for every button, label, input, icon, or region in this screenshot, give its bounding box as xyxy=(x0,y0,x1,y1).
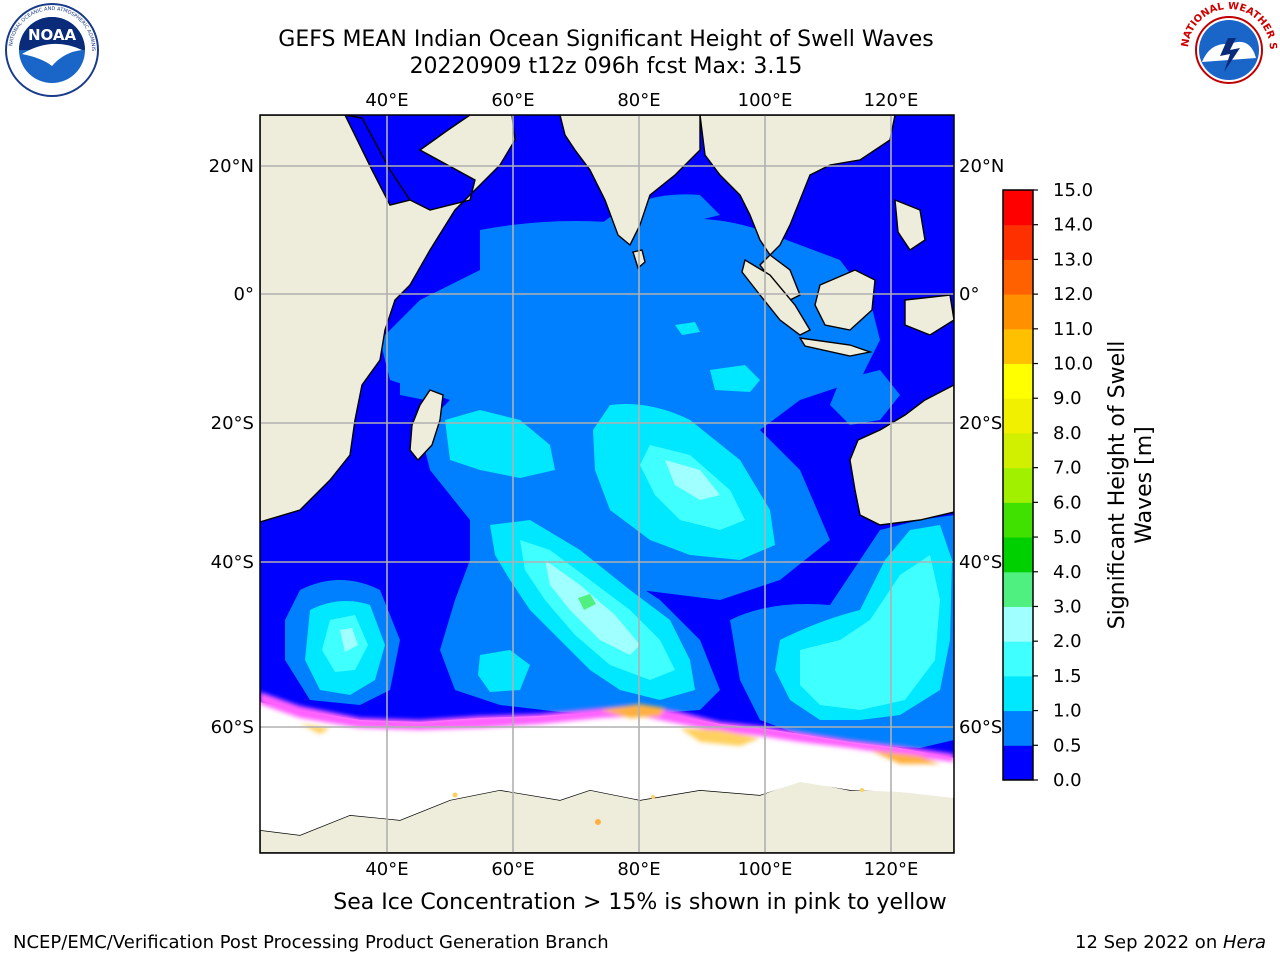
colorbar-swatch xyxy=(1003,224,1033,260)
lon-label-top: 60°E xyxy=(491,90,534,111)
lon-label-bottom: 60°E xyxy=(491,859,534,880)
map-area xyxy=(260,115,954,853)
colorbar-swatch xyxy=(1003,675,1033,712)
noaa-logo-text: NOAA xyxy=(28,26,77,44)
lat-label-left: 20°S xyxy=(211,413,254,434)
colorbar-swatch xyxy=(1003,190,1033,226)
lon-label-bottom: 40°E xyxy=(365,859,408,880)
lon-label-top: 120°E xyxy=(864,90,919,111)
footer-credit: NCEP/EMC/Verification Post Processing Pr… xyxy=(13,932,609,953)
colorbar-swatch xyxy=(1003,571,1033,607)
colorbar-tick-label: 4.0 xyxy=(1053,562,1082,583)
colorbar-tick-label: 1.0 xyxy=(1053,701,1082,722)
colorbar-swatch xyxy=(1003,259,1033,295)
graticule xyxy=(260,115,954,853)
colorbar-tick-label: 11.0 xyxy=(1053,319,1093,340)
lat-label-left: 40°S xyxy=(211,552,254,573)
colorbar-swatch xyxy=(1003,710,1033,746)
swell-band-2.0-3.0 xyxy=(340,460,720,655)
colorbar-tick-label: 12.0 xyxy=(1053,284,1093,305)
colorbar-tick-label: 1.5 xyxy=(1053,666,1082,687)
footer-date-text: 12 Sep 2022 on xyxy=(1075,932,1223,953)
lon-label-top: 80°E xyxy=(617,90,660,111)
colorbar-tick-label: 0.0 xyxy=(1053,770,1082,791)
colorbar: 0.0 0.5 1.0 1.5 2.0 3.0 4.0 5.0 6.0 7.0 8.0 9.0 10.0… xyxy=(1002,180,1093,791)
colorbar-tick-label: 5.0 xyxy=(1053,527,1082,548)
colorbar-label-line1: Significant Height of Swell xyxy=(1105,341,1130,630)
colorbar-swatch xyxy=(1003,745,1033,781)
lat-label-right: 20°S xyxy=(959,413,1002,434)
nws-logo: NATIONAL WEATHER SERVICE xyxy=(1180,2,1278,96)
footer-date: 12 Sep 2022 on Hera xyxy=(1075,932,1266,953)
lat-label-right: 0° xyxy=(959,284,979,305)
lat-label-right: 20°N xyxy=(959,156,1004,177)
map-subtitle: 20220909 t12z 096h fcst Max: 3.15 xyxy=(409,54,803,79)
colorbar-frame xyxy=(1002,189,1034,781)
footer-host: Hera xyxy=(1222,932,1266,953)
lon-label-top: 40°E xyxy=(365,90,408,111)
colorbar-tick-label: 0.5 xyxy=(1053,735,1082,756)
map-title: GEFS MEAN Indian Ocean Significant Heigh… xyxy=(278,27,934,52)
colorbar-swatch xyxy=(1003,641,1033,677)
colorbar-swatch xyxy=(1003,398,1033,434)
colorbar-tick-label: 14.0 xyxy=(1053,215,1093,236)
lon-label-bottom: 80°E xyxy=(617,859,660,880)
colorbar-tick-label: 10.0 xyxy=(1053,354,1093,375)
lat-label-left: 60°S xyxy=(211,717,254,738)
colorbar-tick-label: 8.0 xyxy=(1053,423,1082,444)
lon-label-bottom: 120°E xyxy=(864,859,919,880)
colorbar-swatch xyxy=(1003,328,1033,365)
colorbar-tick-label: 6.0 xyxy=(1053,492,1082,513)
colorbar-swatch xyxy=(1003,537,1033,573)
lon-label-top: 100°E xyxy=(738,90,793,111)
colorbar-swatch xyxy=(1003,606,1033,642)
colorbar-label-line2: Waves [m] xyxy=(1132,426,1157,543)
lat-label-left: 20°N xyxy=(209,156,254,177)
colorbar-tick-label: 13.0 xyxy=(1053,249,1093,270)
colorbar-tick-label: 9.0 xyxy=(1053,388,1082,409)
colorbar-swatch xyxy=(1003,502,1033,538)
map-frame xyxy=(259,114,955,854)
sea-ice-caption: Sea Ice Concentration > 15% is shown in … xyxy=(333,890,947,915)
lat-label-right: 60°S xyxy=(959,717,1002,738)
colorbar-swatch xyxy=(1003,432,1033,469)
colorbar-tick-label: 7.0 xyxy=(1053,458,1082,479)
colorbar-tick-label: 2.0 xyxy=(1053,631,1082,652)
colorbar-swatch xyxy=(1003,467,1033,503)
colorbar-tick-label: 3.0 xyxy=(1053,596,1082,617)
lat-label-left: 0° xyxy=(234,284,254,305)
lat-label-right: 40°S xyxy=(959,552,1002,573)
lon-label-bottom: 100°E xyxy=(738,859,793,880)
colorbar-swatch xyxy=(1003,363,1033,399)
noaa-logo: NOAA NATIONAL OCEANIC AND ATMOSPHERIC AD… xyxy=(2,2,99,97)
colorbar-swatch xyxy=(1003,294,1033,330)
colorbar-tick-label: 15.0 xyxy=(1053,180,1093,201)
swell-max-spot xyxy=(578,594,596,610)
land-masses xyxy=(260,115,954,853)
